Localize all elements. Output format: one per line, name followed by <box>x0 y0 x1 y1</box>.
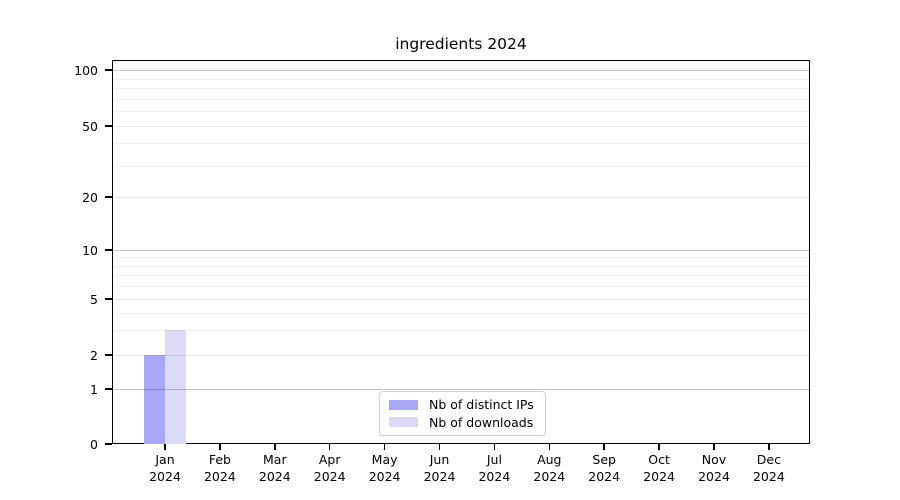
x-tick-label: Jul 2024 <box>466 451 522 485</box>
y-tick-label: 50 <box>82 118 98 134</box>
x-tick-label: Jan 2024 <box>137 451 193 485</box>
major-gridline <box>112 355 810 356</box>
x-tick-label: Aug 2024 <box>521 451 577 485</box>
legend-label-distinct-ips: Nb of distinct IPs <box>429 397 534 413</box>
y-tick-label: 10 <box>82 242 98 258</box>
year-label: 2024 <box>478 469 511 484</box>
month-label: Nov <box>701 452 727 467</box>
x-tick <box>328 444 331 450</box>
year-label: 2024 <box>423 469 456 484</box>
plot-border <box>112 60 810 444</box>
y-tick <box>105 196 112 198</box>
year-label: 2024 <box>643 469 675 484</box>
bar-downloads-jan <box>165 330 186 444</box>
y-tick-label: 20 <box>82 189 98 205</box>
x-tick-label: Mar 2024 <box>247 451 303 485</box>
y-tick <box>105 249 112 251</box>
x-tick <box>548 444 551 450</box>
x-tick-label: Oct 2024 <box>631 451 687 485</box>
major-gridline <box>112 70 810 71</box>
minor-gridline <box>112 111 810 113</box>
x-tick <box>658 444 660 450</box>
major-gridline <box>112 197 810 198</box>
year-label: 2024 <box>203 469 236 484</box>
month-label: Apr <box>318 452 341 467</box>
y-tick-label: 0 <box>90 436 98 452</box>
minor-gridline <box>112 312 810 314</box>
year-label: 2024 <box>313 469 346 484</box>
year-label: 2024 <box>588 469 621 484</box>
legend-item-distinct-ips: Nb of distinct IPs <box>389 397 536 412</box>
x-tick <box>768 444 770 450</box>
major-gridline <box>112 126 810 127</box>
minor-gridline <box>112 98 810 100</box>
x-tick <box>603 444 605 450</box>
year-label: 2024 <box>533 469 566 484</box>
major-gridline <box>112 250 810 251</box>
legend-item-downloads: Nb of downloads <box>389 415 536 430</box>
minor-gridline <box>112 257 810 259</box>
minor-gridline <box>112 88 810 90</box>
month-label: Jan <box>155 452 175 467</box>
x-tick <box>493 444 496 450</box>
y-tick-label: 5 <box>90 291 98 307</box>
legend-swatch-downloads <box>389 417 418 428</box>
year-label: 2024 <box>752 469 785 484</box>
month-label: Dec <box>756 452 781 467</box>
year-label: 2024 <box>258 469 291 484</box>
month-label: Sep <box>592 452 616 467</box>
month-label: Feb <box>208 452 231 467</box>
minor-gridline <box>112 165 810 167</box>
x-tick <box>713 444 715 450</box>
month-label: Jul <box>486 452 502 467</box>
major-gridline <box>112 299 810 300</box>
y-tick-label: 1 <box>90 381 98 397</box>
x-tick <box>274 444 276 450</box>
minor-gridline <box>112 286 810 288</box>
year-label: 2024 <box>698 469 730 484</box>
minor-gridline <box>112 265 810 267</box>
minor-gridline <box>112 275 810 277</box>
year-label: 2024 <box>149 469 181 484</box>
legend-swatch-distinct-ips <box>389 399 418 410</box>
month-label: May <box>371 452 398 467</box>
x-tick-label: Feb 2024 <box>192 451 248 485</box>
x-tick-label: Jun 2024 <box>412 451 468 485</box>
y-tick-label: 100 <box>74 62 98 78</box>
minor-gridline <box>112 78 810 80</box>
y-tick <box>105 354 112 356</box>
y-tick <box>105 388 112 390</box>
y-tick <box>105 443 112 445</box>
major-gridline <box>112 389 810 390</box>
legend: Nb of distinct IPs Nb of downloads <box>379 391 546 436</box>
month-label: Jun <box>429 452 450 467</box>
month-label: Mar <box>263 452 287 467</box>
x-tick <box>383 444 386 450</box>
y-tick <box>105 125 112 127</box>
x-tick <box>219 444 221 450</box>
y-tick-label: 2 <box>90 347 98 363</box>
chart-title: ingredients 2024 <box>395 35 527 53</box>
x-tick-label: Nov 2024 <box>686 451 742 485</box>
x-tick <box>164 444 166 450</box>
x-tick-label: May 2024 <box>357 451 413 485</box>
y-tick <box>105 298 112 300</box>
minor-gridline <box>112 330 810 332</box>
month-label: Oct <box>648 452 670 467</box>
x-tick-label: Sep 2024 <box>576 451 632 485</box>
month-label: Aug <box>537 452 562 467</box>
legend-label-downloads: Nb of downloads <box>429 414 534 430</box>
x-tick-label: Apr 2024 <box>302 451 358 485</box>
minor-gridline <box>112 143 810 145</box>
x-tick-label: Dec 2024 <box>741 451 797 485</box>
y-tick <box>105 69 112 71</box>
bar-distinct-ips-jan <box>144 355 165 444</box>
x-tick <box>438 444 441 450</box>
year-label: 2024 <box>368 469 401 484</box>
